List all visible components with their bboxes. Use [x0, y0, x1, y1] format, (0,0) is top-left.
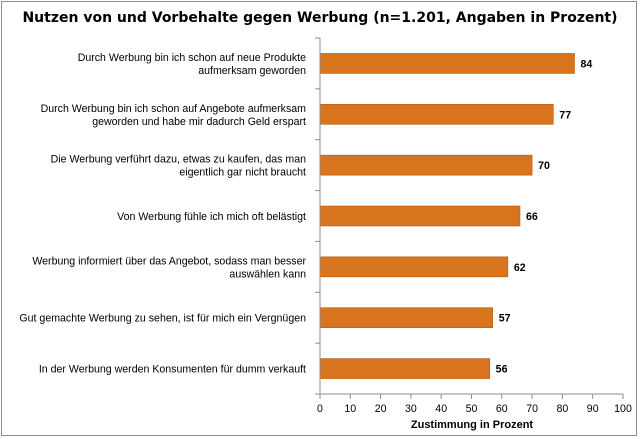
- x-tick-label: 70: [526, 403, 538, 415]
- category-label-5: Werbung informiert über das Angebot, sod…: [32, 255, 306, 280]
- x-tick-label: 60: [496, 403, 508, 415]
- x-tick-label: 50: [466, 403, 478, 415]
- value-label-1: 84: [581, 58, 593, 70]
- bar-2: [319, 103, 554, 125]
- category-label-4: Von Werbung fühle ich mich oft belästigt: [117, 211, 306, 223]
- bar-5: [319, 256, 509, 278]
- value-label-7: 56: [496, 364, 508, 376]
- value-label-2: 77: [559, 109, 571, 121]
- bar-7: [319, 358, 490, 379]
- category-label-2: Durch Werbung bin ich schon auf Angebote…: [41, 103, 307, 128]
- value-label-5: 62: [514, 262, 526, 274]
- bar-6: [319, 307, 494, 329]
- x-tick-label: 40: [435, 403, 447, 415]
- chart-title: Nutzen von und Vorbehalte gegen Werbung …: [22, 10, 617, 26]
- category-label-6: Gut gemachte Werbung zu sehen, ist für m…: [19, 313, 306, 325]
- x-tick-label: 20: [375, 403, 387, 415]
- category-label-7: In der Werbung werden Konsumenten für du…: [39, 364, 306, 376]
- x-tick-label: 10: [344, 403, 356, 415]
- bar-1: [319, 53, 575, 74]
- x-tick-label: 100: [614, 403, 632, 415]
- x-axis-label: Zustimmung in Prozent: [411, 419, 534, 431]
- bar-3: [319, 154, 533, 176]
- value-label-4: 66: [526, 211, 538, 223]
- bar-4: [319, 205, 521, 227]
- value-label-3: 70: [538, 160, 550, 172]
- category-label-1: Durch Werbung bin ich schon auf neue Pro…: [78, 52, 306, 77]
- x-tick-label: 0: [317, 403, 323, 415]
- category-label-3: Die Werbung verführt dazu, etwas zu kauf…: [51, 154, 306, 179]
- x-tick-label: 30: [405, 403, 417, 415]
- value-label-6: 57: [499, 313, 511, 325]
- x-tick-label: 90: [587, 403, 599, 415]
- x-tick-label: 80: [557, 403, 569, 415]
